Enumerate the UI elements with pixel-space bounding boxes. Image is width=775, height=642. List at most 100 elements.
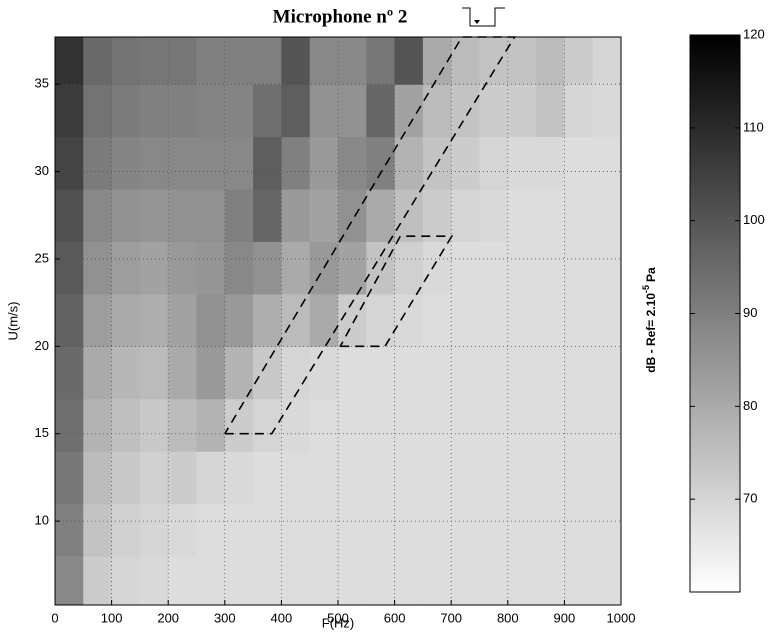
heatmap-cell (338, 451, 367, 505)
heatmap-cell (394, 451, 424, 505)
heatmap-cell (139, 293, 169, 347)
heatmap-cell (139, 556, 169, 606)
heatmap-cell (55, 293, 84, 347)
heatmap-cell (196, 451, 226, 505)
heatmap-cell (196, 346, 226, 400)
heatmap-cell (168, 293, 197, 347)
heatmap-cell (422, 451, 452, 505)
heatmap-cell (592, 503, 622, 557)
x-tick-label: 800 (497, 610, 519, 625)
heatmap-cell (55, 241, 84, 295)
heatmap-cell (479, 346, 509, 400)
heatmap-cell (196, 398, 226, 452)
heatmap-cell (592, 84, 622, 138)
heatmap-cell (111, 84, 141, 138)
heatmap-cell (83, 346, 113, 400)
heatmap-cell (83, 241, 113, 295)
heatmap-cell (139, 398, 169, 452)
heatmap-cell (253, 398, 282, 452)
heatmap-cell (366, 398, 396, 452)
y-tick-label: 20 (35, 338, 49, 353)
heatmap-cell (196, 556, 226, 606)
heatmap-cell (564, 451, 594, 505)
colorbar-label: dB - Ref= 2.10-5 Pa (641, 267, 658, 373)
heatmap-cell (83, 398, 113, 452)
heatmap-cell (592, 136, 622, 190)
heatmap-cell (507, 503, 537, 557)
heatmap-cell (281, 503, 311, 557)
colorbar-label-exp: -5 (641, 285, 651, 293)
heatmap-cell (281, 37, 311, 85)
heatmap-cell (451, 37, 480, 85)
heatmap-cell (479, 241, 509, 295)
plot-frame (54, 36, 622, 606)
heatmap-cell (139, 136, 169, 190)
heatmap-cell (479, 37, 509, 85)
heatmap-cell (394, 556, 424, 606)
colorbar-label-base: dB - Ref= 2.10 (644, 293, 658, 373)
heatmap-cell (451, 451, 480, 505)
heatmap-cell (309, 293, 339, 347)
x-tick-label: 500 (327, 610, 349, 625)
heatmap-cell (111, 451, 141, 505)
heatmap-cell (479, 136, 509, 190)
heatmap-cell (83, 136, 113, 190)
heatmap-cell (224, 37, 254, 85)
heatmap-cell (451, 398, 480, 452)
heatmap-cell (422, 293, 452, 347)
x-axis-label: F(Hz) (322, 615, 355, 630)
heatmap-cell (111, 136, 141, 190)
heatmap-cell (366, 451, 396, 505)
heatmap-cell (366, 503, 396, 557)
microphone-icon (462, 7, 505, 27)
heatmap-cell (422, 398, 452, 452)
heatmap-cell (592, 241, 622, 295)
heatmap-cell (253, 241, 282, 295)
heatmap-cell (83, 293, 113, 347)
heatmap-cell (224, 241, 254, 295)
heatmap-cell (451, 84, 480, 138)
heatmap-cell (366, 37, 396, 85)
heatmap-cell (366, 293, 396, 347)
heatmap-cell (253, 189, 282, 242)
heatmap-cell (281, 189, 311, 242)
heatmap-cell (536, 189, 565, 242)
heatmap-cell (564, 293, 594, 347)
heatmap-cell (196, 37, 226, 85)
heatmap-cell (422, 84, 452, 138)
heatmap-cell (536, 451, 565, 505)
x-tick-label: 400 (271, 610, 293, 625)
heatmap-cell (507, 398, 537, 452)
heatmap-cell (536, 136, 565, 190)
x-tick-label: 900 (554, 610, 576, 625)
heatmap-cell (55, 451, 84, 505)
colorbar-tick-label: 100 (743, 212, 765, 227)
heatmap-cell (139, 84, 169, 138)
heatmap-cell (253, 556, 282, 606)
heatmap-cell (111, 398, 141, 452)
heatmap-cell (224, 451, 254, 505)
heatmap-cell (338, 189, 367, 242)
heatmap-cell (111, 37, 141, 85)
heatmap-cell (366, 84, 396, 138)
heatmap-cell (592, 346, 622, 400)
x-tick-label: 300 (214, 610, 236, 625)
heatmap-cell (55, 37, 84, 85)
heatmap-cell (168, 84, 197, 138)
heatmap-cell (224, 189, 254, 242)
heatmap-cell (479, 451, 509, 505)
heatmap-cell (83, 503, 113, 557)
heatmap-cell (479, 398, 509, 452)
heatmap-cell (592, 189, 622, 242)
heatmap-cell (196, 503, 226, 557)
heatmap-cell (168, 136, 197, 190)
colorbar-tick-label: 110 (743, 119, 764, 134)
heatmap-cell (536, 346, 565, 400)
heatmap-cell (224, 398, 254, 452)
heatmap-cell (507, 241, 537, 295)
colorbar-label-unit: Pa (644, 267, 658, 282)
heatmap-cell (55, 556, 84, 606)
heatmap-cell (338, 346, 367, 400)
heatmap-cell (83, 451, 113, 505)
